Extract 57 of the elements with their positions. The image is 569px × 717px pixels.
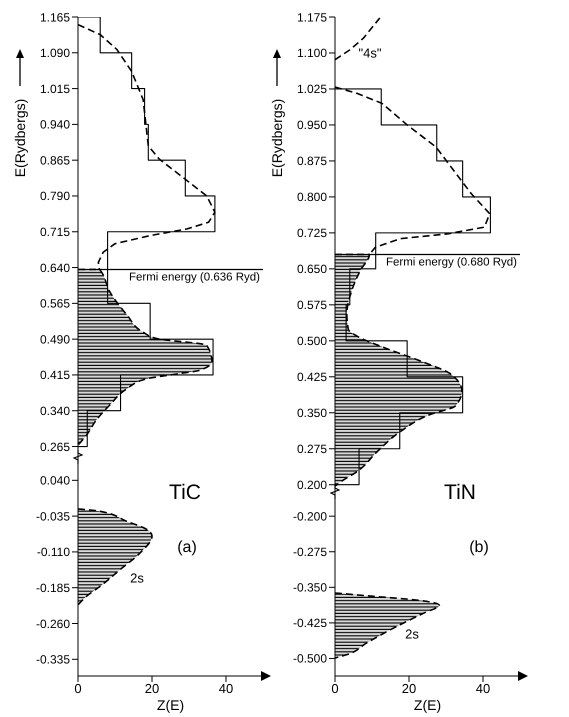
y-tick-label: 0.040 — [40, 474, 70, 488]
ref-line-label: Fermi energy (0.680 Ryd) — [386, 256, 518, 269]
y-tick-label: 1.025 — [296, 82, 328, 96]
y-tick-label: -0.350 — [292, 580, 328, 595]
y-tick-label: 0.800 — [296, 190, 328, 204]
annotation: "4s" — [358, 46, 382, 60]
x-tick-label: 40 — [476, 681, 490, 696]
annotation: TiN — [444, 481, 476, 505]
y-tick-label: 1.090 — [40, 46, 70, 60]
y-tick-label: 0.950 — [296, 118, 328, 132]
y-tick-label: 0.565 — [40, 296, 70, 311]
y-tick-label: 0.790 — [40, 189, 70, 204]
y-tick-label: 1.175 — [296, 10, 328, 24]
y-tick-label: 0.940 — [40, 118, 70, 132]
y-tick-label: 0.340 — [40, 404, 70, 418]
y-tick-label: 0.575 — [296, 298, 328, 312]
annotation: 2s — [130, 570, 144, 586]
y-tick-label: -0.260 — [36, 616, 70, 631]
ref-line-label: Fermi energy (0.636 Ryd) — [128, 272, 260, 284]
y-tick-label: -0.425 — [292, 616, 328, 630]
annotation: TiC — [169, 481, 201, 505]
x-tick-label: 0 — [331, 681, 339, 696]
y-tick-label: 0.500 — [296, 334, 328, 348]
x-tick-label: 0 — [74, 681, 82, 696]
y-tick-label: -0.110 — [36, 545, 70, 560]
y-tick-label: 0.640 — [40, 260, 70, 275]
y-axis-title: E(Rydbergs) — [12, 98, 28, 178]
y-tick-label: 1.165 — [40, 10, 70, 24]
y-tick-label: -0.200 — [292, 509, 328, 524]
y-tick-label: -0.335 — [36, 652, 70, 667]
annotation: (b) — [469, 539, 489, 557]
y-tick-label: 0.865 — [40, 153, 70, 168]
y-tick-label: 0.415 — [40, 368, 70, 382]
y-tick-label: -0.185 — [36, 580, 70, 595]
y-tick-label: -0.035 — [36, 509, 70, 524]
x-tick-label: 20 — [402, 681, 416, 696]
y-tick-label: 0.275 — [296, 442, 328, 456]
y-tick-label: 1.100 — [296, 46, 328, 60]
annotation: (a) — [177, 539, 197, 557]
x-axis-title: Z(E) — [414, 697, 442, 713]
y-tick-label: 0.650 — [296, 262, 328, 276]
y-tick-label: 0.725 — [296, 226, 328, 240]
x-tick-label: 20 — [144, 681, 160, 696]
y-tick-label: 0.350 — [296, 406, 328, 420]
y-tick-label: -0.500 — [292, 652, 328, 666]
y-tick-label: 0.715 — [40, 225, 70, 240]
x-tick-label: 40 — [218, 681, 234, 696]
y-tick-label: -0.275 — [292, 545, 328, 560]
y-axis-title: E(Rydbergs) — [269, 98, 285, 178]
x-axis-title: Z(E) — [156, 697, 184, 713]
y-tick-label: 0.875 — [296, 154, 328, 168]
y-tick-label: 0.200 — [296, 478, 328, 492]
y-tick-label: 1.015 — [40, 82, 70, 96]
y-tick-label: 0.490 — [40, 332, 70, 346]
annotation: 2s — [405, 626, 419, 642]
y-tick-label: 0.425 — [296, 370, 328, 384]
y-tick-label: 0.265 — [40, 440, 70, 454]
